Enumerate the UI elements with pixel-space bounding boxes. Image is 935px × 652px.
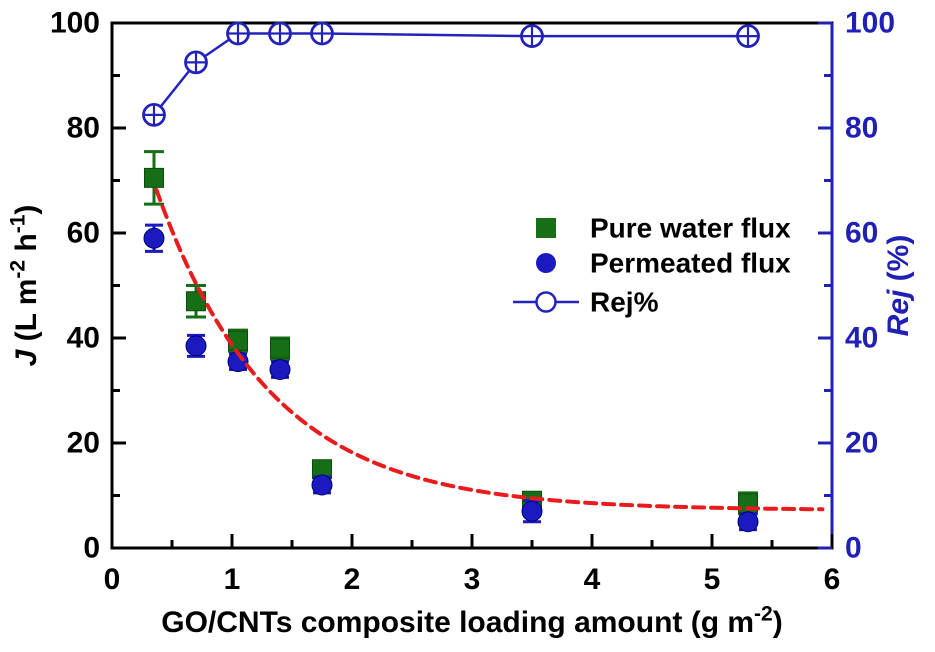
- series-pure-water-flux: [144, 150, 758, 516]
- y-right-tick-label: 0: [845, 532, 862, 565]
- permeated-flux-point: [737, 511, 759, 533]
- plot-frame: [110, 21, 834, 550]
- x-tick-label: 3: [464, 563, 481, 596]
- permeated-flux-point: [269, 359, 291, 380]
- legend-circle-marker-icon: [536, 253, 556, 273]
- y-right-tick-label: 80: [845, 112, 878, 145]
- axis-titles: GO/CNTs composite loading amount (g m-2)…: [7, 205, 915, 639]
- y-left-tick-label: 60: [67, 217, 100, 250]
- y-axis-left: 0 20 40 60 80 100: [50, 7, 126, 565]
- x-tick-label: 0: [104, 563, 121, 596]
- x-tick-label: 2: [344, 563, 361, 596]
- legend-label: Rej%: [590, 287, 659, 318]
- y-left-tick-label: 0: [83, 532, 100, 565]
- legend-square-marker-icon: [536, 218, 556, 238]
- pure-water-flux-point: [270, 338, 290, 359]
- y-right-axis-title: Rej (%): [882, 235, 915, 337]
- y-right-tick-label: 100: [845, 7, 895, 40]
- permeated-flux-point: [521, 500, 543, 522]
- y-right-tick-label: 60: [845, 217, 878, 250]
- x-tick-label: 1: [224, 563, 241, 596]
- x-tick-label: 4: [584, 563, 601, 596]
- trend-curve: [154, 187, 825, 512]
- permeated-flux-point: [185, 335, 207, 357]
- y-left-axis-title: J (L m-2 h-1): [7, 205, 43, 367]
- rej-line: [153, 32, 748, 116]
- y-left-tick-label: 100: [50, 7, 100, 40]
- x-tick-label: 5: [704, 563, 721, 596]
- y-axis-right: 0 20 40 60 80 100: [818, 7, 895, 565]
- y-left-tick-label: 40: [67, 322, 100, 355]
- y-left-tick-label: 20: [67, 427, 100, 460]
- y-right-tick-label: 20: [845, 427, 878, 460]
- legend-item: Permeated flux: [536, 248, 791, 279]
- legend-item: Pure water flux: [536, 213, 791, 244]
- permeated-flux-point: [143, 227, 165, 249]
- pure-water-flux-point: [144, 167, 164, 188]
- x-axis: 0 1 2 3 4 5 6: [104, 534, 841, 596]
- x-tick-label: 6: [824, 563, 841, 596]
- legend: Pure water flux Permeated flux Rej%: [513, 213, 791, 318]
- legend-open-circle-marker-icon: [535, 291, 557, 313]
- y-right-tick-label: 40: [845, 322, 878, 355]
- permeated-flux-point: [311, 474, 333, 496]
- series-rej: [142, 21, 760, 127]
- y-left-tick-label: 80: [67, 112, 100, 145]
- legend-label: Pure water flux: [590, 213, 791, 244]
- legend-label: Permeated flux: [590, 248, 791, 279]
- x-axis-title: GO/CNTs composite loading amount (g m-2): [161, 603, 782, 639]
- legend-item: Rej%: [513, 287, 659, 318]
